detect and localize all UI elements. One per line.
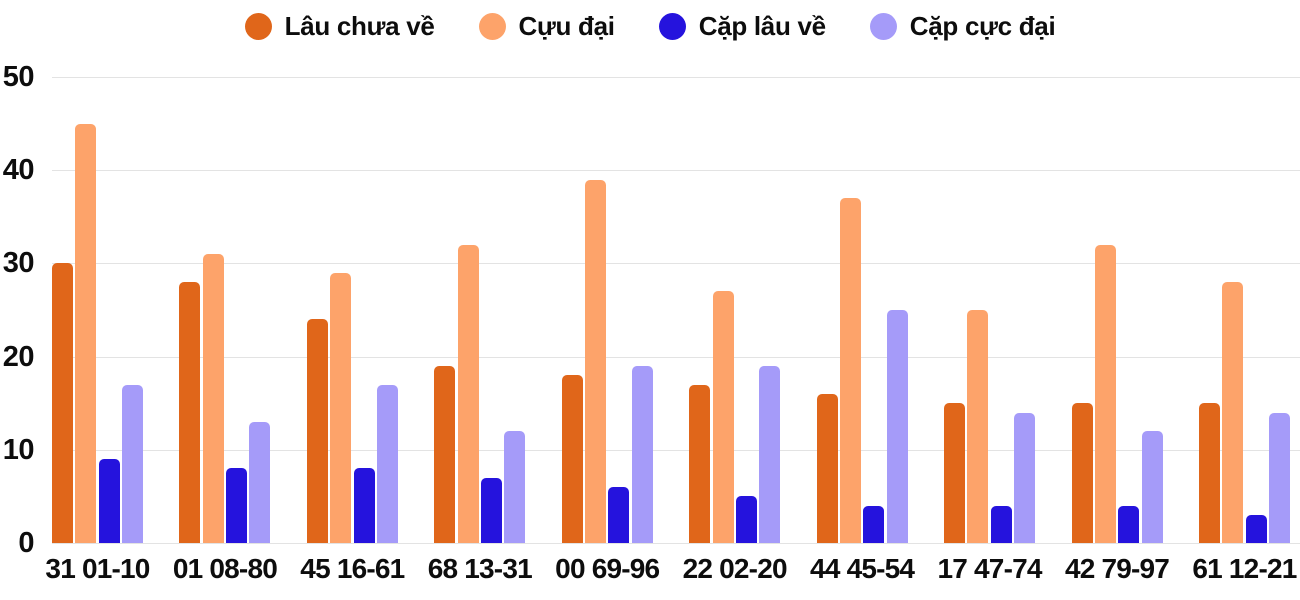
bar-group xyxy=(561,77,653,543)
bar-series-1-17-47-74[interactable] xyxy=(944,403,966,543)
legend-label: Lâu chưa về xyxy=(284,10,435,41)
gridline-y-20 xyxy=(52,356,1300,358)
bar-series-2-22-02-20[interactable] xyxy=(712,291,734,543)
gridline-y-10 xyxy=(52,449,1300,451)
x-axis-category-label: 22 02-20 xyxy=(682,553,788,584)
bar-series-4-44-45-54[interactable] xyxy=(886,310,908,543)
bar-series-4-17-47-74[interactable] xyxy=(1014,412,1036,543)
y-axis-tick-label: 40 xyxy=(2,154,35,187)
legend-dot-icon xyxy=(478,12,506,40)
bar-series-1-61-12-21[interactable] xyxy=(1198,403,1220,543)
plot-area xyxy=(52,77,1300,543)
bar-series-3-45-16-61[interactable] xyxy=(353,468,375,543)
bar-group xyxy=(306,77,398,543)
x-axis-category-label: 31 01-10 xyxy=(45,553,150,584)
bar-series-1-45-16-61[interactable] xyxy=(306,319,328,543)
bar-series-4-01-08-80[interactable] xyxy=(249,421,271,543)
gridline-y-0 xyxy=(52,543,1300,544)
bar-series-2-61-12-21[interactable] xyxy=(1222,282,1244,543)
y-axis-tick-label: 30 xyxy=(2,247,35,280)
gridline-y-30 xyxy=(52,263,1300,265)
bar-series-2-42-79-97[interactable] xyxy=(1094,244,1116,543)
bar-series-1-44-45-54[interactable] xyxy=(816,393,838,543)
bar-series-3-68-13-31[interactable] xyxy=(480,477,502,543)
gridline-y-50 xyxy=(52,77,1300,78)
bar-series-4-31-01-10[interactable] xyxy=(121,384,143,543)
bar-series-3-22-02-20[interactable] xyxy=(735,496,757,543)
bar-group xyxy=(434,77,526,543)
bar-series-3-17-47-74[interactable] xyxy=(990,505,1012,543)
bar-series-4-22-02-20[interactable] xyxy=(759,365,781,543)
bar-series-4-00-69-96[interactable] xyxy=(631,365,653,543)
x-axis-category-label: 68 13-31 xyxy=(427,553,533,584)
y-axis-tick-label: 20 xyxy=(2,340,35,373)
bar-series-2-00-69-96[interactable] xyxy=(585,179,607,543)
chart-legend: Lâu chưa về Cựu đại Cặp lâu về Cặp cực đại xyxy=(0,6,1300,46)
bar-series-1-22-02-20[interactable] xyxy=(689,384,711,543)
legend-label: Cặp lâu về xyxy=(698,10,826,41)
bar-group xyxy=(689,77,781,543)
legend-item-series-2[interactable]: Cựu đại xyxy=(478,10,615,42)
bar-group xyxy=(1071,77,1163,543)
legend-dot-icon xyxy=(244,12,272,40)
legend-dot-icon xyxy=(869,12,897,40)
legend-item-series-1[interactable]: Lâu chưa về xyxy=(244,10,435,42)
y-axis-tick-label: 50 xyxy=(2,61,35,93)
legend-item-series-4[interactable]: Cặp cực đại xyxy=(869,10,1056,42)
x-axis-category-label: 17 47-74 xyxy=(937,553,1043,584)
bar-series-2-68-13-31[interactable] xyxy=(457,244,479,543)
bar-series-3-31-01-10[interactable] xyxy=(98,459,120,543)
bar-group xyxy=(1198,77,1290,543)
bar-series-2-44-45-54[interactable] xyxy=(839,198,861,543)
legend-item-series-3[interactable]: Cặp lâu về xyxy=(658,10,826,42)
bar-series-2-31-01-10[interactable] xyxy=(75,123,97,543)
bar-series-2-01-08-80[interactable] xyxy=(202,254,224,543)
legend-dot-icon xyxy=(658,12,686,40)
bar-series-1-01-08-80[interactable] xyxy=(179,282,201,543)
bar-group xyxy=(52,77,143,543)
x-axis-category-label: 44 45-54 xyxy=(810,553,915,584)
bar-series-4-68-13-31[interactable] xyxy=(504,431,526,543)
bar-group xyxy=(179,77,271,543)
bar-series-3-61-12-21[interactable] xyxy=(1245,515,1267,543)
x-axis-category-label: 00 69-96 xyxy=(555,553,660,584)
y-axis-tick-label: 0 xyxy=(18,527,34,559)
x-axis-category-label: 61 12-21 xyxy=(1192,553,1297,584)
bar-series-4-45-16-61[interactable] xyxy=(376,384,398,543)
bar-series-3-00-69-96[interactable] xyxy=(608,487,630,543)
x-axis-category-label: 01 08-80 xyxy=(172,553,278,584)
bar-series-1-68-13-31[interactable] xyxy=(434,365,456,543)
bar-series-1-00-69-96[interactable] xyxy=(561,375,583,543)
bar-series-4-42-79-97[interactable] xyxy=(1141,431,1163,543)
bar-series-1-31-01-10[interactable] xyxy=(52,263,73,543)
y-axis-tick-label: 10 xyxy=(2,433,35,466)
legend-label: Cặp cực đại xyxy=(909,10,1056,41)
bar-series-3-42-79-97[interactable] xyxy=(1118,505,1140,543)
bar-group xyxy=(944,77,1036,543)
bar-series-2-17-47-74[interactable] xyxy=(967,310,989,543)
bar-series-4-61-12-21[interactable] xyxy=(1268,412,1290,543)
x-axis-category-label: 42 79-97 xyxy=(1064,553,1170,584)
bar-series-3-44-45-54[interactable] xyxy=(863,505,885,543)
bar-group xyxy=(816,77,908,543)
bar-series-3-01-08-80[interactable] xyxy=(226,468,248,543)
bar-series-1-42-79-97[interactable] xyxy=(1071,403,1093,543)
bar-series-2-45-16-61[interactable] xyxy=(330,272,352,543)
gridline-y-40 xyxy=(52,170,1300,172)
x-axis-category-label: 45 16-61 xyxy=(300,553,405,584)
legend-label: Cựu đại xyxy=(518,10,615,41)
